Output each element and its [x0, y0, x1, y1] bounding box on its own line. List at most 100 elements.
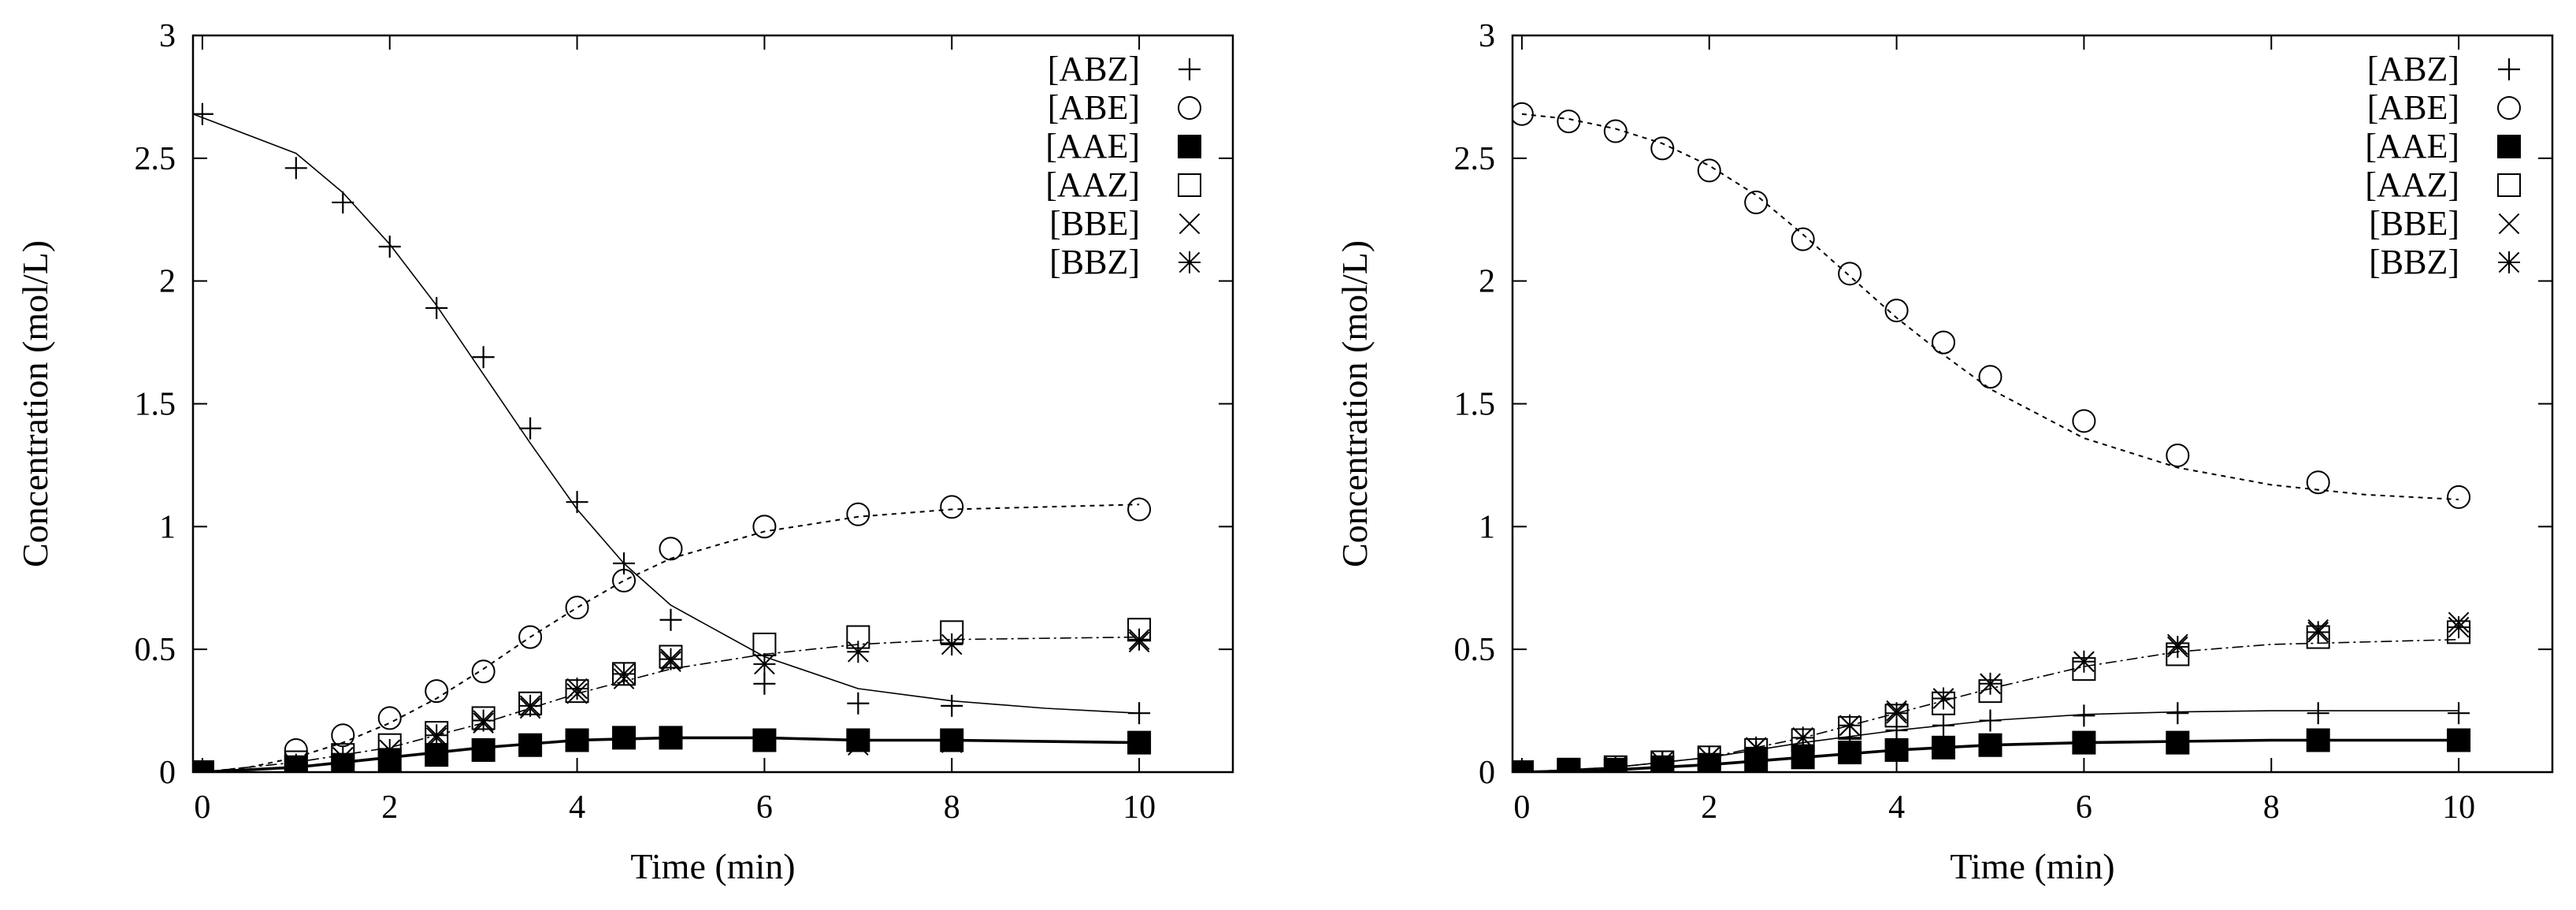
legend-symbol	[1179, 58, 1201, 80]
data-point-bbz	[378, 738, 401, 761]
data-point-bbz	[425, 724, 448, 747]
data-point-aae	[471, 737, 496, 762]
x-tick-label: 2	[381, 789, 398, 826]
data-point-abe	[1744, 190, 1769, 214]
data-point-abz	[519, 417, 542, 440]
legend-symbol	[2497, 173, 2521, 197]
data-point-bbz	[847, 641, 870, 663]
data-point-abz	[2307, 702, 2329, 725]
legend-symbol	[2497, 96, 2521, 120]
data-point-abz	[941, 694, 963, 717]
data-point-bbz	[753, 652, 776, 675]
legend-item: [BBZ]	[2369, 243, 2520, 281]
x-tick-label: 6	[756, 789, 773, 826]
legend-item: [AAZ]	[1045, 165, 1201, 204]
data-point-aaz	[284, 750, 308, 772]
x-axis-label: Time (min)	[630, 846, 795, 886]
data-point-aae	[1838, 741, 1862, 765]
legend-label: [ABE]	[2367, 88, 2459, 127]
data-point-abz	[193, 102, 213, 125]
legend-symbol	[1179, 213, 1201, 235]
y-tick-label: 3	[159, 18, 176, 54]
legend-symbol	[2497, 135, 2521, 158]
data-point-abz	[425, 296, 448, 319]
data-point-bbz	[332, 746, 354, 769]
legend-label: [BBE]	[2369, 204, 2459, 243]
plot-frame	[1511, 34, 2554, 774]
data-point-abz	[613, 552, 636, 575]
legend-item: [AAE]	[1045, 127, 1201, 165]
legend: [ABZ][ABE][AAE][AAZ][BBE][BBZ]	[1045, 50, 1201, 281]
data-point-abe	[1650, 136, 1675, 161]
chart-panel-2: 0 0.5 1 1.5 2 2.5 3 0 2 4 6 8 10 Time (min) Concentrat…	[1334, 18, 2554, 886]
legend-symbol	[2498, 251, 2520, 273]
data-point-abe	[1932, 330, 1956, 355]
legend-label: [BBE]	[1049, 204, 1140, 243]
data-point-aae	[2072, 730, 2096, 755]
data-point-bbz	[1885, 702, 1908, 725]
legend-item: [BBE]	[2369, 204, 2520, 243]
data-point-abe	[1697, 158, 1721, 183]
data-point-abe	[1513, 102, 1534, 126]
data-point-bbz	[1604, 756, 1627, 772]
data-point-abe	[612, 568, 637, 592]
data-point-bbe	[754, 730, 775, 751]
data-point-aae	[2166, 730, 2190, 755]
data-point-abz	[847, 692, 870, 715]
legend-label: [BBZ]	[2369, 243, 2459, 281]
data-point-bbz	[1698, 746, 1720, 769]
data-point-bbz	[2166, 636, 2189, 659]
data-point-abe	[1978, 365, 2003, 389]
x-axis-label: Time (min)	[1950, 846, 2114, 886]
data-point-bbz	[284, 753, 307, 772]
legend-symbol	[2498, 213, 2520, 235]
legend-label: [ABZ]	[1048, 50, 1140, 88]
legend-item: [BBZ]	[1049, 243, 1201, 281]
data-point-abe	[2447, 485, 2471, 509]
legend-symbol	[1178, 173, 1201, 197]
y-tick-label: 1	[159, 509, 176, 545]
x-tick-label: 0	[194, 789, 210, 826]
data-point-bbz	[519, 694, 542, 717]
y-tick-label: 1.5	[1454, 387, 1496, 423]
data-point-abz	[1932, 714, 1955, 737]
data-point-abz	[1979, 709, 2002, 732]
data-point-bbz	[1932, 687, 1955, 710]
data-point-bbz	[1651, 751, 1674, 772]
x-tick-label: 10	[2442, 789, 2475, 826]
data-point-aae	[1127, 730, 1152, 755]
data-point-abz	[332, 191, 354, 214]
data-point-aae	[940, 728, 964, 752]
x-tick-label: 0	[1513, 789, 1530, 826]
data-point-bbz	[1557, 758, 1580, 772]
data-point-bbz	[659, 648, 682, 670]
data-point-abe	[518, 625, 543, 649]
data-point-bbz	[2073, 650, 2095, 673]
legend-item: [ABE]	[1048, 88, 1201, 127]
legend-label: [BBZ]	[1049, 243, 1140, 281]
data-point-aae	[518, 733, 543, 757]
chart-panel-1: 0 0.5 1 1.5 2 2.5 3 0 2 4 6 8 10 Time (min) Concentrat…	[15, 18, 1234, 886]
data-point-bbz	[1791, 726, 1814, 749]
data-point-aae	[1932, 735, 1956, 760]
data-point-abz	[659, 608, 682, 631]
legend-label: [AAZ]	[2365, 165, 2459, 204]
data-point-bbz	[941, 633, 963, 656]
y-tick-label: 0	[1479, 755, 1495, 791]
y-axis-label: Concentration (mol/L)	[1334, 240, 1375, 567]
data-point-bbz	[2307, 621, 2329, 644]
data-point-abe	[2306, 470, 2330, 495]
data-point-aae	[846, 728, 870, 752]
legend-item: [ABZ]	[1048, 50, 1201, 88]
data-point-abe	[1127, 497, 1152, 522]
plot-area	[1513, 102, 2471, 772]
data-point-aae	[425, 743, 449, 767]
data-point-abe	[846, 502, 870, 526]
series-line-abe	[1521, 113, 2459, 500]
y-tick-label: 0.5	[1454, 632, 1496, 668]
data-point-abz	[2166, 702, 2189, 725]
legend-label: [AAE]	[1045, 127, 1140, 165]
data-point-aae	[659, 726, 683, 750]
